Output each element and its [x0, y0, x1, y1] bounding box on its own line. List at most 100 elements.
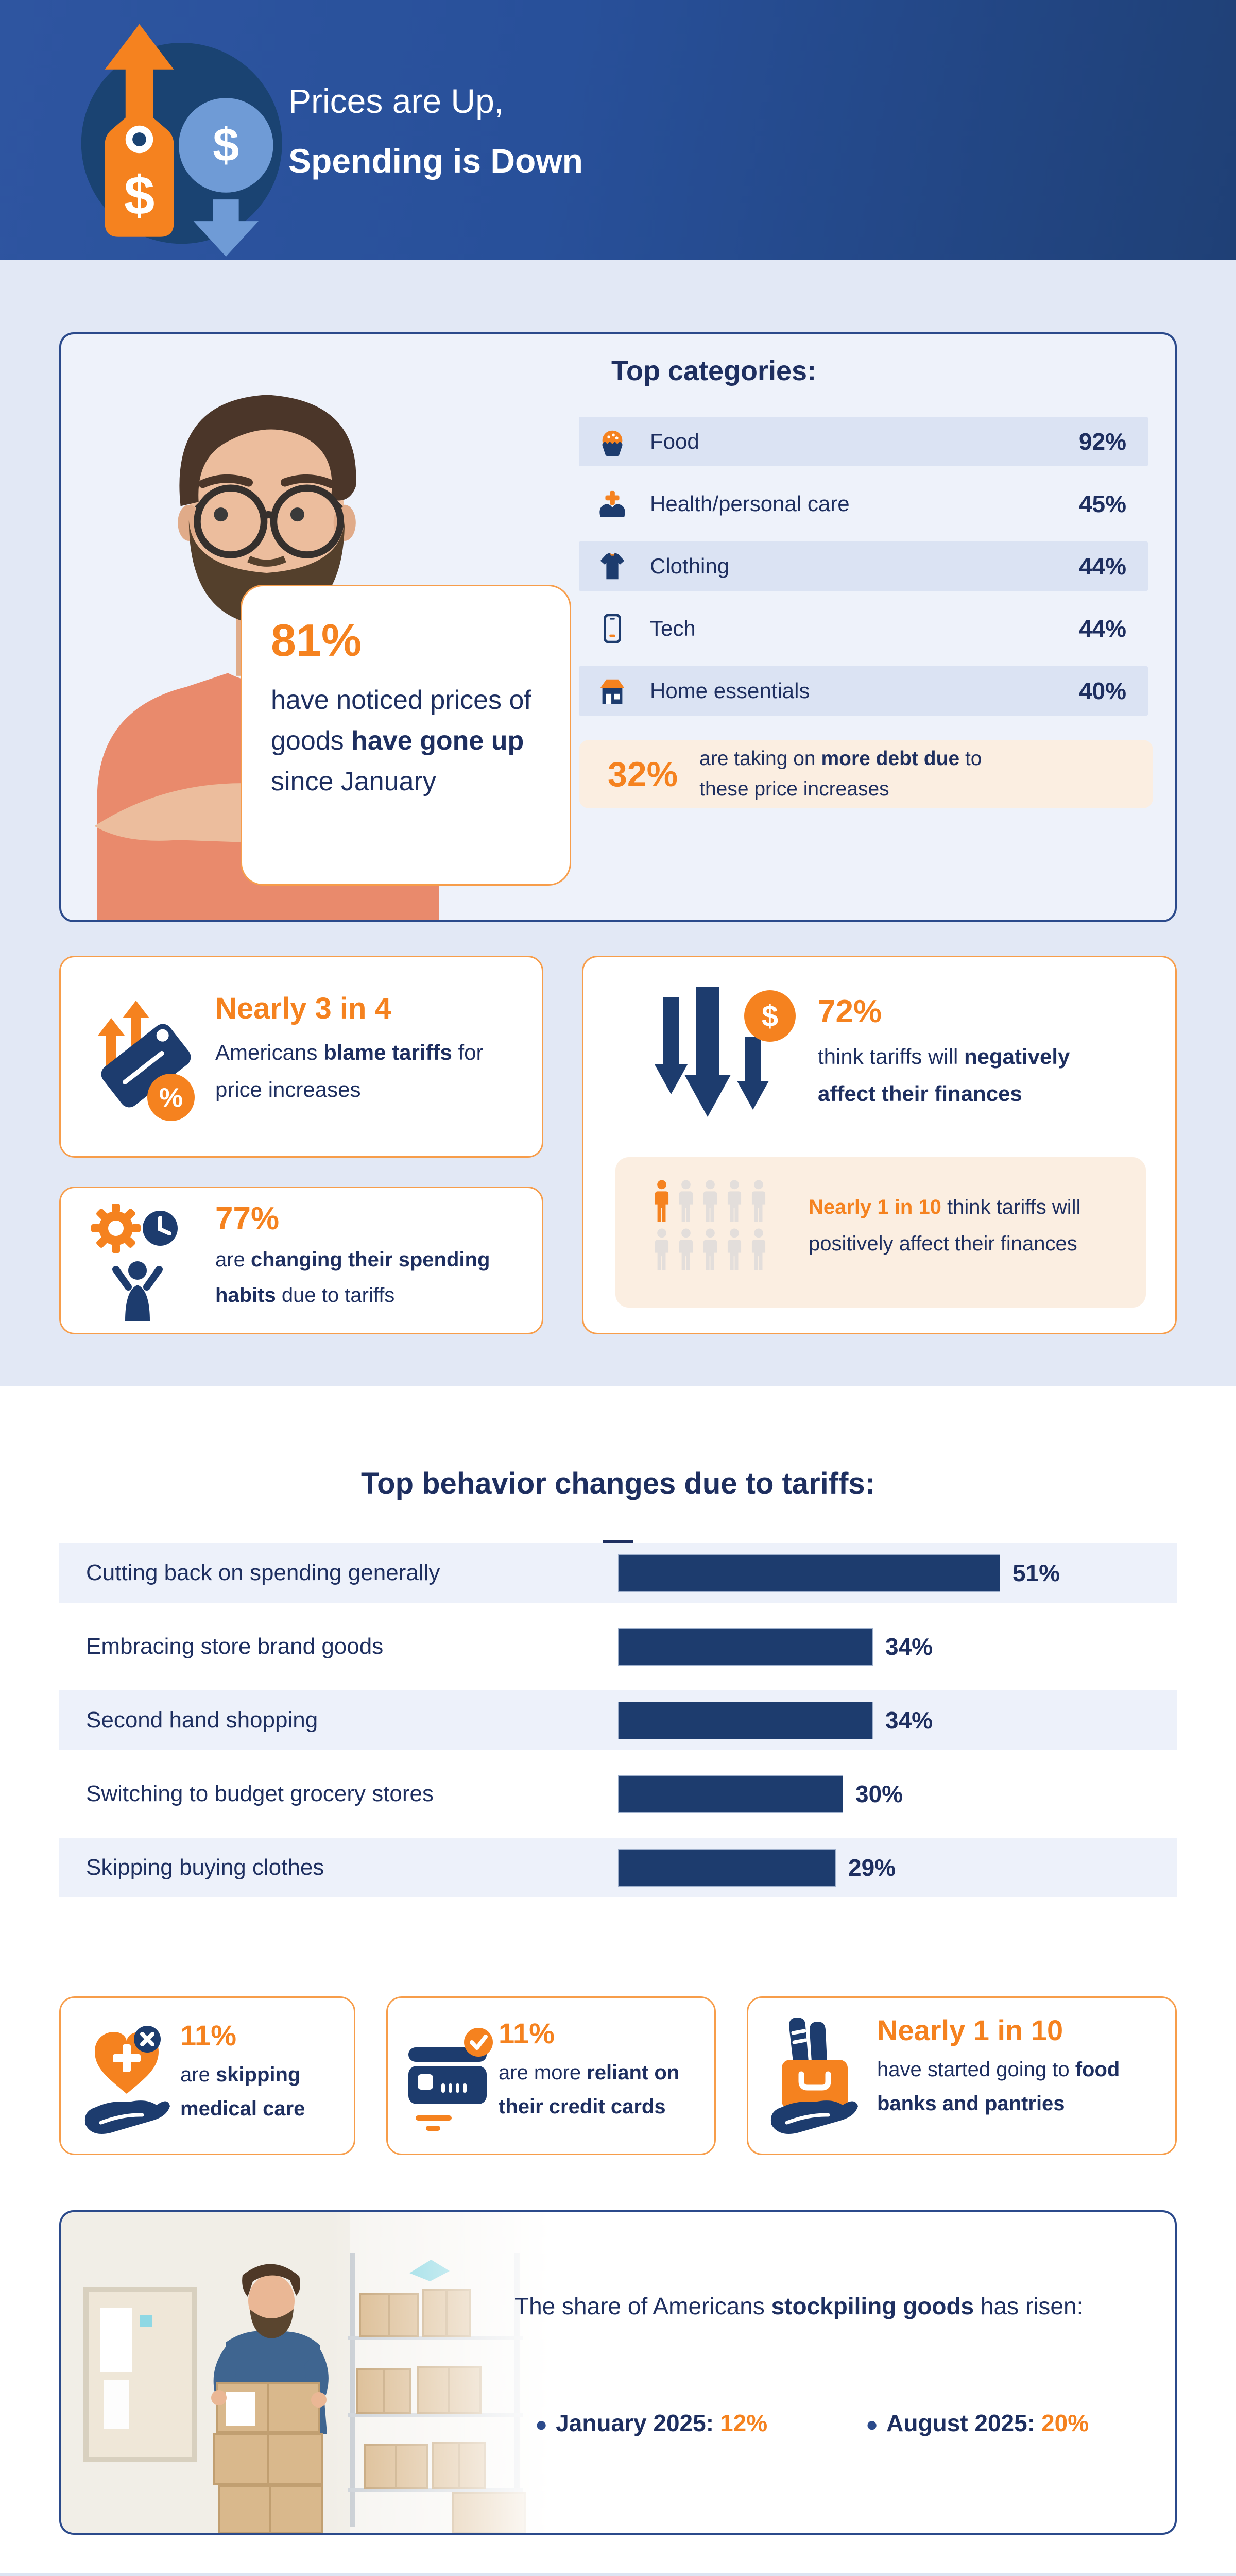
skipping-medical-card: 11% are skipping medical care [59, 1996, 355, 2155]
stat-81-line3: since January [271, 767, 436, 797]
blame-title: Nearly 3 in 4 [215, 992, 391, 1025]
bullet-dot-icon: ● [535, 2413, 548, 2436]
home-essentials-icon [596, 675, 628, 707]
stat-11-medical: 11% [180, 2019, 236, 2052]
person-icon [651, 1228, 672, 1272]
blame-tariffs-card: % Nearly 3 in 4 Americans blame tariffs … [59, 956, 543, 1158]
chart-row: Embracing store brand goods 34% [59, 1617, 1177, 1676]
credit-card-icon [408, 2028, 493, 2131]
down-arrows-dollar-icon: $ [655, 987, 796, 1117]
heart-hand-icon [84, 2026, 170, 2134]
person-icon [748, 1180, 769, 1223]
positive-line1-rest: think tariffs will [941, 1196, 1081, 1218]
person-icon [676, 1228, 696, 1272]
category-row-home-essentials: Home essentials 40% [579, 666, 1148, 716]
up-arrow-icon [105, 24, 174, 127]
credit-line1-bold: reliant on [587, 2061, 680, 2084]
category-value: 92% [1078, 428, 1126, 455]
stat-77: 77% [215, 1201, 280, 1236]
debt-note-text: are taking on more debt due to these pri… [699, 744, 982, 804]
category-row-clothing: Clothing 44% [579, 541, 1148, 591]
chart-bar [618, 1702, 873, 1739]
credit-cards-lines: are more reliant on their credit cards [499, 2056, 705, 2124]
stat-81: 81% [271, 615, 362, 666]
chart-bar-value: 30% [855, 1781, 903, 1807]
person-icon [724, 1180, 745, 1223]
debt-line1-post: to [959, 748, 982, 770]
food-bank-icon [770, 2018, 858, 2134]
blame-line1-bold: blame tariffs [323, 1040, 452, 1064]
chart-row-label: Skipping buying clothes [86, 1855, 324, 1880]
chart-bar-value: 51% [1012, 1560, 1060, 1586]
skipping-medical-text: 11% are skipping medical care [180, 2019, 340, 2126]
behavior-bar-chart: Cutting back on spending generally 51% Emb… [59, 1543, 1177, 1911]
chart-row-label: Switching to budget grocery stores [86, 1781, 434, 1806]
category-value: 44% [1078, 553, 1126, 580]
chart-row: Cutting back on spending generally 51% [59, 1543, 1177, 1603]
stock-p2-value: 20% [1041, 2410, 1089, 2436]
foodbank-line2-bold: banks and pantries [877, 2092, 1065, 2115]
category-label: Tech [650, 616, 696, 640]
chart-bar [618, 1849, 836, 1887]
habits-lines: are changing their spending habits due t… [215, 1242, 524, 1313]
habits-line1-pre: are [215, 1248, 251, 1271]
chart-row-label: Cutting back on spending generally [86, 1560, 440, 1585]
stat-81-text: have noticed prices of goods have gone u… [271, 680, 541, 802]
chart-row: Skipping buying clothes 29% [59, 1838, 1177, 1897]
dollar-circle-icon [179, 98, 273, 193]
chart-bar [618, 1628, 873, 1666]
category-label: Clothing [650, 554, 730, 578]
chart-bar-value: 29% [848, 1854, 896, 1881]
stat-11-credit: 11% [499, 2017, 555, 2049]
stock-p1-value: 12% [720, 2410, 768, 2436]
blame-line1-pre: Americans [215, 1040, 324, 1064]
person-icon [676, 1180, 696, 1223]
category-label: Health/personal care [650, 492, 850, 516]
debt-line1-pre: are taking on [699, 748, 821, 770]
credit-cards-card: 11% are more reliant on their credit car… [386, 1996, 716, 2155]
medical-line1-bold: skipping [215, 2063, 301, 2086]
spending-habits-card: 77% are changing their spending habits d… [59, 1187, 543, 1334]
down-arrow-icon [193, 199, 259, 257]
negative-finances-text: 72% think tariffs will negatively affect… [818, 993, 1147, 1112]
negative-line2-bold: affect their finances [818, 1081, 1022, 1106]
svg-text:$: $ [213, 119, 239, 172]
svg-text:$: $ [124, 164, 155, 226]
positive-highlight: Nearly 1 in 10 [809, 1196, 941, 1218]
person-icon [700, 1228, 720, 1272]
chart-bar-value: 34% [885, 1633, 933, 1660]
habits-line2-post: due to tariffs [276, 1283, 395, 1307]
chart-title: Top behavior changes due to tariffs: [361, 1467, 875, 1500]
stockpiling-title: The share of Americans stockpiling goods… [514, 2290, 1153, 2323]
category-value: 40% [1078, 677, 1126, 704]
footer: BOE BID-ON-EQUIPMENT [0, 2573, 1236, 2576]
page-title-line2: Spending is Down [288, 142, 583, 180]
price-tag-icon [105, 109, 174, 237]
person-icon [724, 1228, 745, 1272]
person-icon [700, 1180, 720, 1223]
header-banner: $ $ Prices are Up, Spending is Down [0, 0, 1236, 260]
category-label: Home essentials [650, 679, 810, 703]
person-icon-highlighted [651, 1180, 672, 1223]
credit-line1-pre: are more [499, 2061, 587, 2084]
stat-32: 32% [608, 754, 678, 794]
positive-note: Nearly 1 in 10 think tariffs will positi… [615, 1157, 1146, 1308]
blame-lines: Americans blame tariffs for price increa… [215, 1034, 524, 1108]
blame-line1-post: for [452, 1040, 484, 1064]
blame-tariffs-text: Nearly 3 in 4 Americans blame tariffs fo… [215, 991, 524, 1108]
negative-line1-bold: negatively [964, 1044, 1070, 1069]
page-title-line1: Prices are Up, [288, 82, 504, 120]
food-banks-lines: have started going to food banks and pan… [877, 2053, 1165, 2121]
negative-lines: think tariffs will negatively affect the… [818, 1038, 1147, 1112]
chart-row-label: Embracing store brand goods [86, 1634, 384, 1659]
page-title: Prices are Up, Spending is Down [288, 81, 583, 180]
chart-title-divider [603, 1540, 633, 1543]
svg-text:%: % [159, 1083, 183, 1113]
stock-point-january: ● January 2025: 12% [535, 2409, 767, 2437]
stat-81-line2-bold: have gone up [351, 726, 524, 756]
stock-point-august: ● August 2025: 20% [866, 2409, 1089, 2437]
price-up-spending-down-icon: $ $ [81, 24, 282, 257]
top-categories-list: Food 92% Health/personal care 45% Clothing 44… [579, 417, 1148, 728]
bullet-dot-icon: ● [866, 2413, 879, 2436]
people-pictogram [651, 1180, 769, 1272]
